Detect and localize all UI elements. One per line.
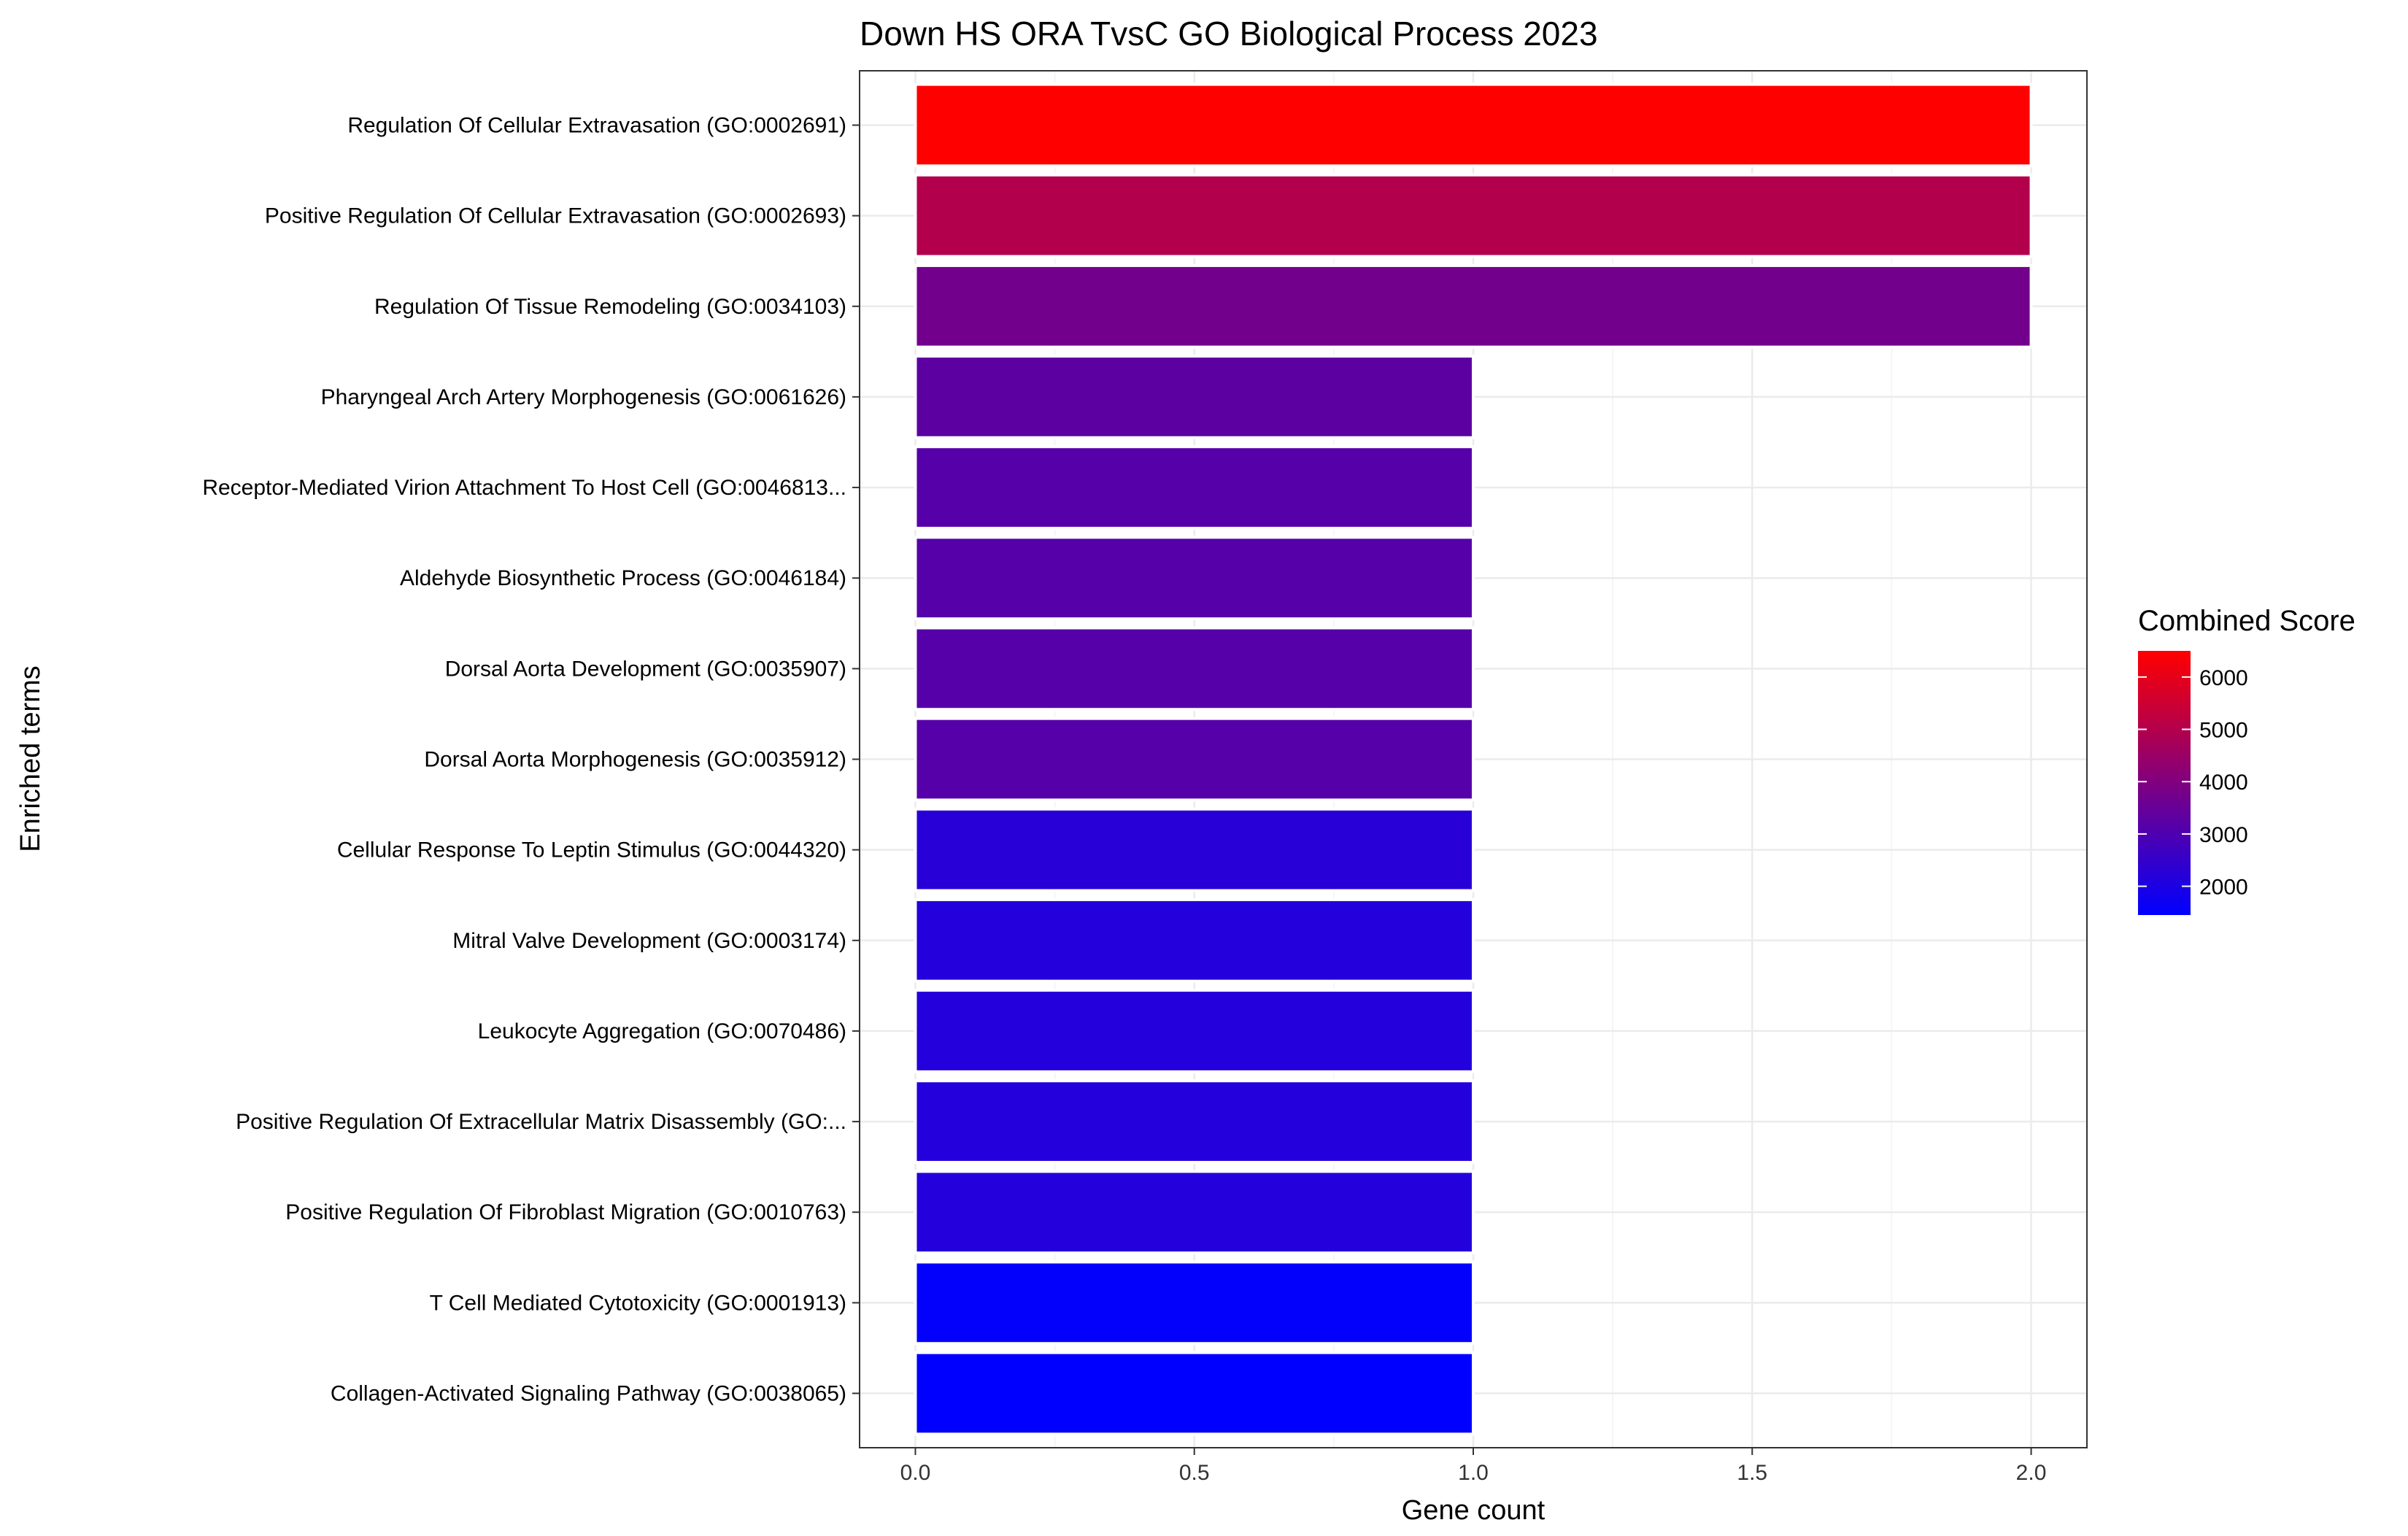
x-axis-ticks: 0.0 0.5 1.0 1.5 2.0 xyxy=(900,1448,2047,1485)
legend-tick-label: 5000 xyxy=(2199,719,2248,743)
category-label: Regulation Of Cellular Extravasation (GO… xyxy=(347,113,846,137)
category-label: Positive Regulation Of Cellular Extravas… xyxy=(265,204,846,228)
bar xyxy=(914,536,1475,621)
category-label: Cellular Response To Leptin Stimulus (GO… xyxy=(337,838,846,862)
legend-ticks: 2000 3000 4000 5000 6000 xyxy=(2138,666,2248,900)
x-tick-label: 1.5 xyxy=(1737,1461,1767,1485)
bar xyxy=(914,717,1475,802)
bar xyxy=(914,1170,1475,1255)
bar xyxy=(914,989,1475,1073)
category-labels: Regulation Of Cellular Extravasation (GO… xyxy=(202,113,860,1406)
legend-tick-label: 2000 xyxy=(2199,876,2248,900)
category-label: Regulation Of Tissue Remodeling (GO:0034… xyxy=(374,295,846,319)
y-axis-title: Enriched terms xyxy=(15,665,46,852)
category-label: Positive Regulation Of Extracellular Mat… xyxy=(236,1110,846,1134)
x-tick-label: 2.0 xyxy=(2016,1461,2047,1485)
bar xyxy=(914,626,1475,711)
legend-tick-label: 6000 xyxy=(2199,666,2248,690)
bar xyxy=(914,898,1475,983)
category-label: Dorsal Aorta Development (GO:0035907) xyxy=(445,657,846,681)
bar xyxy=(914,82,2033,168)
legend-tick-label: 4000 xyxy=(2199,771,2248,795)
legend-tick-label: 3000 xyxy=(2199,823,2248,847)
bars xyxy=(914,82,2033,1436)
category-label: Positive Regulation Of Fibroblast Migrat… xyxy=(285,1200,846,1224)
chart-title: Down HS ORA TvsC GO Biological Process 2… xyxy=(860,15,1598,53)
bar xyxy=(914,1079,1475,1164)
category-label: Collagen-Activated Signaling Pathway (GO… xyxy=(331,1382,846,1406)
category-label: Leukocyte Aggregation (GO:0070486) xyxy=(478,1019,846,1043)
bar xyxy=(914,1351,1475,1436)
legend: Combined Score 2000 3000 4000 5000 6000 xyxy=(2138,605,2355,915)
bar xyxy=(914,807,1475,892)
category-label: Receptor-Mediated Virion Attachment To H… xyxy=(202,476,846,500)
category-label: T Cell Mediated Cytotoxicity (GO:0001913… xyxy=(430,1291,846,1315)
category-label: Dorsal Aorta Morphogenesis (GO:0035912) xyxy=(424,748,846,772)
category-label: Mitral Valve Development (GO:0003174) xyxy=(452,929,846,953)
category-label: Pharyngeal Arch Artery Morphogenesis (GO… xyxy=(321,385,846,409)
bar xyxy=(914,173,2033,258)
bar xyxy=(914,263,2033,349)
x-axis-title: Gene count xyxy=(1402,1495,1545,1526)
category-label: Aldehyde Biosynthetic Process (GO:004618… xyxy=(400,566,846,590)
bar xyxy=(914,445,1475,530)
x-tick-label: 1.0 xyxy=(1458,1461,1489,1485)
x-tick-label: 0.5 xyxy=(1179,1461,1210,1485)
x-tick-label: 0.0 xyxy=(900,1461,931,1485)
bar xyxy=(914,355,1475,439)
legend-colorbar xyxy=(2138,651,2191,915)
bar xyxy=(914,1260,1475,1346)
legend-title: Combined Score xyxy=(2138,605,2355,637)
